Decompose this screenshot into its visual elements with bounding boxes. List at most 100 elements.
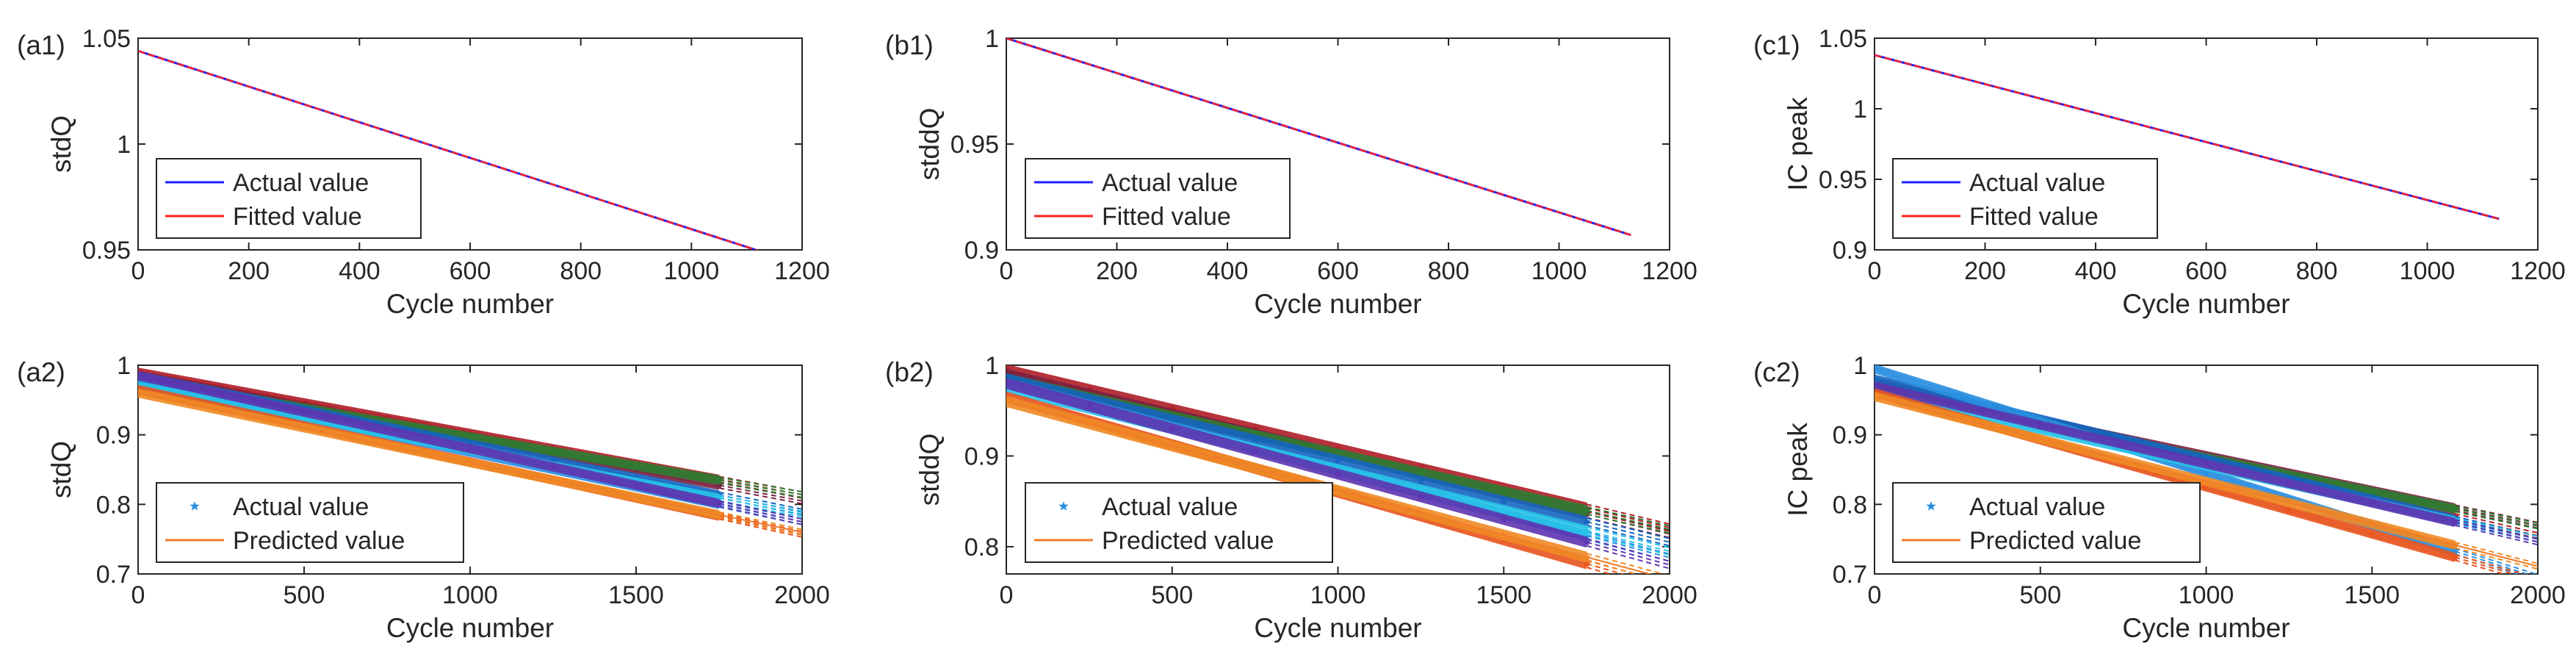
actual-value-marker <box>300 407 309 416</box>
predicted-value-line <box>1586 530 1670 553</box>
actual-value-marker <box>1875 365 1879 373</box>
predicted-value-line <box>718 515 802 536</box>
actual-value-marker <box>1416 476 1426 485</box>
y-tick-label: 0.8 <box>1833 491 1867 519</box>
y-tick-label: 1 <box>1853 352 1867 380</box>
chart-panel-a1: 0 200 400 600 800 1000 1200 0.95 1 1.05 Cycle numb… <box>17 25 830 319</box>
actual-value-line <box>138 394 720 520</box>
panel-label: (b1) <box>885 30 934 60</box>
predicted-value-line <box>718 517 802 536</box>
predicted-value-line <box>1586 517 1670 539</box>
legend-label: Actual value <box>1102 493 1238 521</box>
legend-label: Actual value <box>1102 169 1238 197</box>
legend-label: Predicted value <box>233 527 405 555</box>
actual-value-marker <box>1250 435 1260 444</box>
y-tick-label: 1.05 <box>1819 25 1867 53</box>
predicted-value-line <box>1006 401 1653 574</box>
x-axis-label: Cycle number <box>386 289 554 319</box>
legend-box <box>156 482 464 563</box>
x-tick-label: 200 <box>1964 257 2006 285</box>
actual-value-marker <box>383 425 392 434</box>
predicted-value-line <box>2454 547 2538 574</box>
actual-value-marker <box>1006 378 1011 387</box>
legend: Actual value Fitted value <box>1025 158 1291 239</box>
predicted-value-line <box>1586 531 1670 555</box>
actual-value-marker <box>2450 547 2459 556</box>
predicted-value-line <box>2454 513 2538 534</box>
y-tick-label: 0.7 <box>1833 561 1867 589</box>
x-axis-label: Cycle number <box>1254 613 1421 643</box>
actual-value-marker <box>2450 517 2459 526</box>
x-tick-label: 0 <box>1000 257 1014 285</box>
x-tick-label: 1000 <box>1310 581 1366 609</box>
y-tick-label: 0.9 <box>1833 422 1867 450</box>
legend-swatch-actual <box>1058 501 1069 511</box>
x-tick-label: 1200 <box>774 257 830 285</box>
legend-label: Actual value <box>1969 169 2105 197</box>
actual-value-marker <box>632 461 641 470</box>
actual-value-marker <box>2284 506 2294 514</box>
x-tick-label: 400 <box>1207 257 1249 285</box>
legend-label: Predicted value <box>1102 527 1274 555</box>
actual-value-marker <box>1333 444 1343 453</box>
panel-label: (b2) <box>885 357 934 387</box>
actual-value-marker <box>2367 487 2376 496</box>
actual-value-marker <box>1499 497 1508 506</box>
series-line-fitted <box>1875 54 2500 220</box>
x-tick-label: 200 <box>228 257 270 285</box>
plot-series <box>138 367 802 538</box>
predicted-value-line <box>1586 524 1670 547</box>
y-tick-label: 0.7 <box>96 561 131 589</box>
y-axis-label: stddQ <box>914 434 945 506</box>
panel-label: (c1) <box>1753 30 1800 60</box>
predicted-value-line <box>1586 553 1666 574</box>
actual-value-marker <box>1085 401 1094 410</box>
actual-value-marker <box>2201 482 2211 491</box>
x-tick-label: 2000 <box>774 581 830 609</box>
plot-series <box>1875 365 2538 574</box>
actual-value-line <box>1006 378 1587 541</box>
y-axis-label: IC peak <box>1783 423 1813 517</box>
actual-value-marker <box>1582 526 1591 535</box>
actual-value-marker <box>1499 514 1508 523</box>
actual-value-marker <box>1085 395 1094 403</box>
actual-value-marker <box>2118 434 2128 443</box>
x-tick-label: 1000 <box>2179 581 2234 609</box>
actual-value-line <box>1875 387 2456 528</box>
predicted-value-line <box>718 505 802 525</box>
predicted-value-line <box>1586 541 1670 566</box>
predicted-value-line <box>2454 504 2538 523</box>
predicted-value-line <box>2454 550 2530 574</box>
actual-value-marker <box>1333 456 1343 464</box>
x-tick-label: 0 <box>1868 581 1882 609</box>
x-tick-label: 1000 <box>1531 257 1587 285</box>
actual-value-marker <box>1168 424 1177 433</box>
actual-value-marker <box>383 417 392 426</box>
x-tick-label: 1200 <box>1642 257 1698 285</box>
plot-series <box>1006 365 1670 574</box>
series-line-fitted <box>1006 38 1631 236</box>
actual-value-line <box>138 367 720 478</box>
chart-panel-c2: 0 500 1000 1500 2000 0.7 0.8 0.9 1 Cycle number IC… <box>1753 352 2566 643</box>
predicted-value-line <box>2454 521 2538 543</box>
actual-value-marker <box>2367 529 2376 538</box>
actual-value-marker <box>383 413 392 422</box>
y-tick-label: 1 <box>117 131 131 159</box>
actual-value-marker <box>2284 475 2294 483</box>
series-line-fitted <box>138 50 759 250</box>
panel-label: (c2) <box>1753 357 1800 387</box>
y-axis-label: stdQ <box>46 441 76 498</box>
actual-value-marker <box>2036 420 2045 429</box>
actual-value-marker <box>2201 468 2211 477</box>
actual-value-marker <box>1333 470 1343 478</box>
predicted-value-line <box>2454 524 2538 546</box>
legend-label: Actual value <box>233 493 369 521</box>
actual-value-marker <box>1416 485 1426 494</box>
predicted-value-line <box>1586 506 1670 527</box>
predicted-value-line <box>1586 511 1670 532</box>
predicted-value-line <box>1586 507 1670 528</box>
actual-value-marker <box>715 475 724 484</box>
actual-value-marker <box>1953 406 1962 415</box>
actual-value-marker <box>715 493 724 502</box>
chart-panel-b1: 0 200 400 600 800 1000 1200 0.9 0.95 1 Cycle numbe… <box>885 25 1698 319</box>
